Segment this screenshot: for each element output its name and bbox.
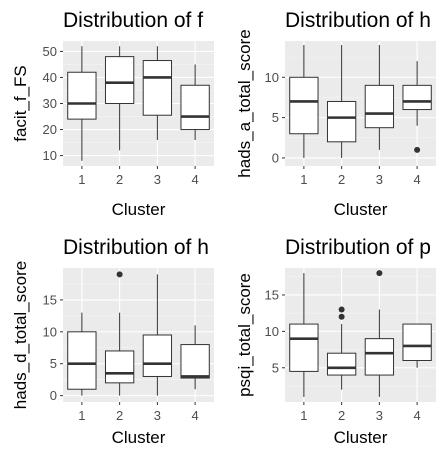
box-cluster-1 <box>67 46 97 161</box>
box-iqr <box>289 323 319 372</box>
y-axis-label: facit_f_FS <box>11 65 30 142</box>
box-cluster-4 <box>180 325 210 390</box>
x-tick-label: 1 <box>78 172 85 187</box>
x-tick-label: 3 <box>154 408 161 423</box>
x-axis-label: Cluster <box>334 200 388 219</box>
y-tick-label: 10 <box>265 70 279 85</box>
y-tick-label: 5 <box>272 110 279 125</box>
box-iqr <box>289 76 319 135</box>
x-tick-label: 4 <box>414 172 421 187</box>
y-tick-label: 10 <box>265 324 279 339</box>
box-cluster-3 <box>142 46 173 140</box>
box-iqr <box>364 84 395 129</box>
box-iqr <box>180 84 210 131</box>
y-tick-label: 0 <box>50 388 57 403</box>
y-tick-label: 15 <box>265 287 279 302</box>
x-tick-label: 4 <box>192 408 199 423</box>
y-tick-label: 5 <box>50 356 57 371</box>
y-axis-label: hads_d_total_score <box>11 261 30 409</box>
box-iqr <box>67 71 97 120</box>
box-iqr <box>142 60 173 116</box>
y-axis-label: hads_a_total_score <box>235 29 254 177</box>
box-iqr <box>67 331 97 390</box>
box-cluster-4 <box>402 61 432 153</box>
box-cluster-3 <box>142 274 173 396</box>
y-axis-label: psqi_total_score <box>235 273 254 397</box>
x-tick-label: 3 <box>376 172 383 187</box>
box-iqr <box>104 350 135 384</box>
box-cluster-2 <box>326 45 357 158</box>
x-tick-label: 2 <box>338 408 345 423</box>
y-tick-label: 10 <box>43 148 57 163</box>
y-tick-label: 50 <box>43 44 57 59</box>
y-tick-label: 15 <box>43 292 57 307</box>
box-iqr <box>402 84 432 111</box>
box-cluster-2 <box>104 271 135 396</box>
box-cluster-3 <box>364 270 395 397</box>
y-tick-label: 40 <box>43 70 57 85</box>
x-tick-label: 1 <box>78 408 85 423</box>
panel-psqi-total-score: 5 10 15 1 2 3 4 Distribution of p Cluster psqi… <box>235 236 436 447</box>
x-axis-label: Cluster <box>334 428 388 447</box>
box-iqr <box>104 56 135 104</box>
box-iqr <box>142 334 173 377</box>
panel-hads-a-total-score: 0 5 10 1 2 3 4 Distribution of h Cluster hads_… <box>235 9 436 219</box>
y-tick-label: 0 <box>272 150 279 165</box>
x-tick-label: 2 <box>116 172 123 187</box>
outlier-point <box>376 270 383 277</box>
x-tick-label: 4 <box>414 408 421 423</box>
panel-title: Distribution of h <box>285 9 431 32</box>
panel-title: Distribution of f <box>63 9 203 32</box>
box-cluster-1 <box>289 273 319 397</box>
plot-layer: 10 20 30 40 50 1 2 3 4 <box>43 41 214 187</box>
x-tick-label: 2 <box>338 172 345 187</box>
x-tick-label: 4 <box>192 172 199 187</box>
x-tick-label: 3 <box>154 172 161 187</box>
plot-layer: 0 5 10 1 2 3 4 <box>265 41 436 187</box>
x-tick-label: 1 <box>300 172 307 187</box>
plot-layer: 0 5 10 15 1 2 3 4 <box>43 268 214 423</box>
box-cluster-2 <box>326 306 357 390</box>
box-iqr <box>326 352 357 376</box>
outlier-point <box>116 271 123 278</box>
outlier-point <box>338 313 345 320</box>
box-cluster-2 <box>104 46 135 151</box>
box-iqr <box>364 338 395 376</box>
outlier-point <box>338 306 345 313</box>
box-cluster-4 <box>180 64 210 140</box>
outlier-point <box>414 146 421 153</box>
panel-title: Distribution of p <box>285 236 431 259</box>
box-cluster-4 <box>402 323 432 368</box>
x-tick-label: 1 <box>300 408 307 423</box>
box-cluster-1 <box>289 45 319 158</box>
box-iqr <box>180 344 210 379</box>
x-axis-label: Cluster <box>112 200 166 219</box>
y-tick-label: 10 <box>43 324 57 339</box>
y-tick-label: 20 <box>43 122 57 137</box>
x-tick-label: 3 <box>376 408 383 423</box>
box-iqr <box>402 323 432 361</box>
panel-facit-f-fs: 10 20 30 40 50 1 2 3 4 Distribution of f Cluster… <box>11 9 214 219</box>
box-cluster-3 <box>364 45 395 150</box>
x-tick-label: 2 <box>116 408 123 423</box>
y-tick-label: 30 <box>43 96 57 111</box>
plot-layer: 5 10 15 1 2 3 4 <box>265 268 436 423</box>
x-axis-label: Cluster <box>112 428 166 447</box>
box-cluster-1 <box>67 312 97 396</box>
y-tick-label: 5 <box>272 360 279 375</box>
panel-title: Distribution of h <box>63 236 209 259</box>
panel-hads-d-total-score: 0 5 10 15 1 2 3 4 Distribution of h Cluster had… <box>11 236 214 447</box>
box-iqr <box>326 100 357 143</box>
